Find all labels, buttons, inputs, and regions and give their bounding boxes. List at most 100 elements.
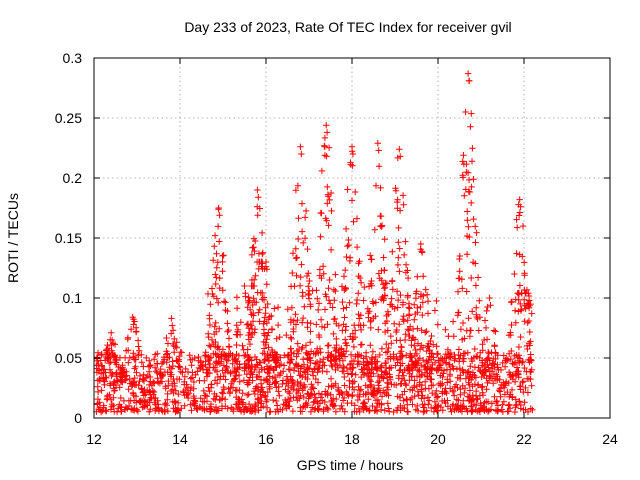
roti-point (392, 362, 399, 369)
roti-point (326, 276, 333, 284)
roti-point (460, 403, 468, 410)
roti-point (306, 277, 313, 285)
roti-point (119, 374, 126, 381)
roti-point (243, 371, 250, 378)
roti-point (312, 375, 319, 383)
roti-point (332, 287, 339, 295)
roti-point (407, 396, 414, 403)
roti-point (511, 378, 519, 385)
roti-point (309, 287, 316, 294)
roti-point (323, 368, 331, 375)
roti-point (108, 329, 115, 336)
roti-point (307, 392, 314, 399)
roti-point (405, 300, 413, 307)
roti-point (402, 269, 410, 276)
x-tick-label: 20 (430, 431, 446, 447)
roti-point (185, 394, 192, 402)
roti-point (309, 384, 316, 391)
roti-point (190, 385, 197, 392)
roti-point (506, 405, 514, 412)
roti-point (253, 299, 260, 306)
roti-point (521, 296, 528, 303)
roti-point (219, 252, 226, 260)
roti-point (295, 350, 302, 357)
roti-point (134, 408, 142, 415)
roti-point (261, 314, 268, 321)
roti-point (516, 398, 523, 405)
roti-point (255, 407, 262, 414)
roti-point (358, 341, 365, 348)
roti-point (299, 387, 306, 394)
roti-point (527, 300, 534, 308)
roti-point (260, 403, 267, 410)
roti-point (449, 401, 457, 408)
roti-point (216, 238, 223, 245)
roti-point (167, 373, 175, 380)
roti-point (350, 364, 357, 371)
roti-point (457, 402, 464, 409)
roti-point (509, 372, 516, 380)
roti-point (418, 381, 425, 389)
roti-point (439, 407, 446, 414)
roti-point (111, 408, 118, 415)
roti-point (234, 365, 241, 372)
roti-point (206, 360, 214, 368)
roti-point (202, 349, 209, 356)
roti-point (424, 291, 431, 298)
roti-point (354, 358, 362, 365)
roti-point (357, 386, 365, 393)
roti-point (107, 369, 115, 377)
roti-point (329, 304, 336, 311)
roti-point (325, 285, 332, 292)
roti-point (372, 182, 380, 189)
roti-point (486, 357, 493, 364)
roti-point (363, 405, 370, 412)
roti-point (383, 280, 390, 287)
roti-point (169, 340, 177, 348)
roti-point (428, 332, 435, 340)
roti-point (245, 391, 252, 398)
roti-point (515, 212, 523, 219)
roti-point (326, 196, 333, 204)
roti-point (175, 390, 182, 398)
roti-point (273, 397, 280, 405)
roti-point (102, 369, 109, 376)
roti-point (362, 362, 370, 369)
roti-point (271, 356, 278, 363)
roti-point (222, 299, 229, 306)
roti-point (171, 335, 178, 343)
roti-point (355, 290, 362, 297)
roti-point (435, 357, 442, 364)
roti-point (136, 347, 143, 354)
roti-point (213, 392, 220, 400)
roti-point (264, 350, 271, 358)
roti-point (164, 354, 172, 361)
roti-point (274, 321, 282, 329)
roti-point (273, 384, 280, 391)
roti-point (399, 360, 406, 367)
roti-point (478, 384, 485, 391)
roti-point (270, 396, 277, 404)
roti-point (292, 245, 299, 252)
roti-point (118, 404, 125, 411)
roti-point (268, 325, 276, 333)
roti-point (110, 394, 117, 401)
roti-point (267, 363, 275, 371)
roti-point (511, 307, 519, 314)
roti-point (408, 353, 415, 360)
roti-point (292, 311, 299, 318)
roti-point (425, 385, 433, 392)
roti-point (383, 384, 391, 391)
roti-point (396, 245, 403, 252)
roti-point (318, 210, 325, 217)
roti-point (233, 294, 241, 301)
roti-point (406, 305, 413, 312)
roti-point (220, 362, 228, 369)
roti-point (168, 365, 175, 372)
roti-point (379, 293, 386, 301)
roti-point (245, 331, 252, 339)
roti-point (260, 345, 268, 352)
roti-point (286, 359, 294, 367)
roti-point (96, 375, 103, 383)
roti-point (239, 390, 246, 397)
